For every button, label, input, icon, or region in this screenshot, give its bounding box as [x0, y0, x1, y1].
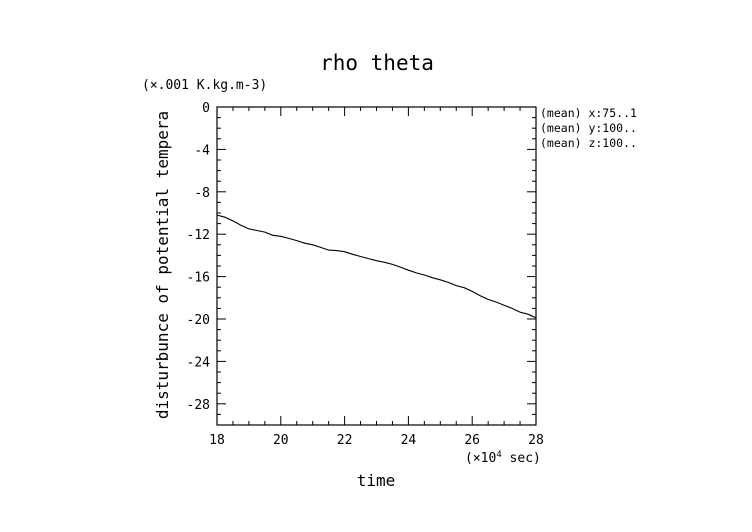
y-tick-label: 0 — [202, 101, 210, 116]
annotation-text: (mean) x:75..1 — [540, 106, 637, 120]
x-axis-unit-suffix: sec) — [502, 451, 541, 466]
chart-title: rho theta — [320, 51, 434, 75]
x-axis-unit: (×104 sec) — [465, 450, 541, 466]
annotations: (mean) x:75..1(mean) y:100..(mean) z:100… — [540, 106, 637, 150]
y-tick-label: -12 — [187, 228, 210, 243]
x-tick-label: 24 — [401, 433, 417, 448]
x-tick-label: 20 — [273, 433, 289, 448]
y-tick-label: -4 — [194, 143, 210, 158]
axis-ticks: 0 -4 -8 -12 -16 -20 -24 -28 18 20 22 24 26 28 — [187, 101, 544, 448]
y-tick-label: -16 — [187, 271, 210, 286]
y-axis-unit: (×.001 K.kg.m-3) — [142, 78, 267, 93]
y-tick-label: -24 — [187, 355, 211, 370]
y-axis-label: disturbunce of potential tempera — [153, 111, 172, 419]
x-axis-unit-prefix: (×10 — [465, 451, 496, 466]
y-tick-label: -28 — [187, 398, 210, 413]
y-tick-label: -20 — [187, 313, 210, 328]
x-axis-unit-exponent: 4 — [496, 450, 501, 460]
x-tick-label: 26 — [464, 433, 480, 448]
x-tick-label: 28 — [528, 433, 544, 448]
series-line — [216, 214, 537, 319]
x-tick-label: 18 — [209, 433, 225, 448]
annotation-text: (mean) y:100.. — [540, 121, 637, 135]
annotation-text: (mean) z:100.. — [540, 136, 637, 150]
series-group — [216, 214, 537, 319]
x-axis-label: time — [357, 471, 396, 490]
x-tick-label: 22 — [337, 433, 353, 448]
y-tick-label: -8 — [194, 186, 210, 201]
plot-frame — [216, 106, 537, 426]
